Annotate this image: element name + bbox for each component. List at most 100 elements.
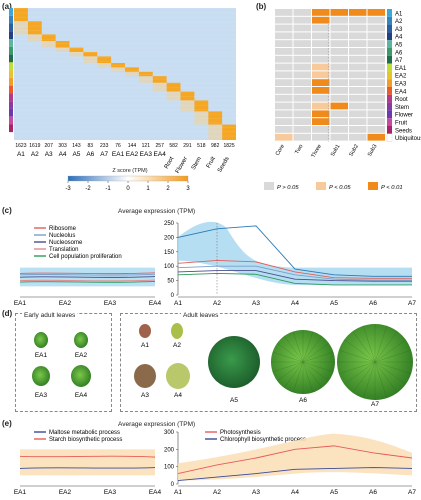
group-label: Fruit bbox=[206, 156, 217, 170]
y-tick: 100 bbox=[164, 264, 175, 270]
early-leaves-title: Early adult leaves bbox=[22, 312, 78, 319]
enrichment-col-label: Sub2 bbox=[348, 144, 360, 158]
enrichment-col-label: Core bbox=[275, 144, 286, 157]
enrichment-legend-label: P < 0.05 bbox=[329, 185, 351, 191]
leaf-label: A6 bbox=[299, 397, 307, 404]
leaf-image bbox=[171, 323, 183, 339]
colorbar: -3 -2 -1 0 1 2 3 bbox=[65, 175, 190, 192]
panel-a-label: (a) bbox=[2, 2, 12, 11]
x-tick: EA2 bbox=[59, 300, 72, 307]
group-label: A7 bbox=[100, 151, 108, 158]
count-label: 121 bbox=[142, 143, 151, 149]
enrichment-row-label: A6 bbox=[395, 50, 403, 56]
leaf-label: EA2 bbox=[75, 352, 88, 359]
group-label: A1 bbox=[17, 151, 25, 158]
enrichment-row-label: A2 bbox=[395, 19, 403, 25]
enrichment-row-label: A5 bbox=[395, 43, 403, 49]
count-label: 1619 bbox=[29, 143, 40, 149]
leaf-label: A3 bbox=[141, 392, 149, 399]
group-label: Root bbox=[164, 156, 176, 170]
x-tick: A4 bbox=[291, 489, 299, 496]
leaf-label: A4 bbox=[174, 392, 182, 399]
adult-leaves-box: Adult leaves bbox=[120, 312, 417, 412]
leaf-label: EA4 bbox=[75, 392, 88, 399]
count-label: 1623 bbox=[15, 143, 26, 149]
leaf-image bbox=[74, 332, 88, 348]
legend-label: Chlorophyll biosynthetic process bbox=[220, 437, 306, 443]
x-tick: A6 bbox=[369, 300, 377, 307]
y-tick: 250 bbox=[164, 221, 175, 227]
leaf-image bbox=[32, 366, 50, 386]
count-label: 303 bbox=[58, 143, 67, 149]
group-label: A3 bbox=[45, 151, 53, 158]
leaf-label: A2 bbox=[173, 342, 181, 349]
leaf-label: A5 bbox=[230, 397, 238, 404]
leaf-image bbox=[166, 363, 190, 389]
x-tick: A1 bbox=[174, 489, 182, 496]
legend-label: Photosynthesis bbox=[220, 430, 261, 436]
count-label: 518 bbox=[197, 143, 206, 149]
group-label: EA1 bbox=[112, 151, 125, 158]
panel-e-title: Average expression (TPM) bbox=[118, 421, 196, 428]
enrichment-row-label: A7 bbox=[395, 58, 403, 64]
group-label: A6 bbox=[86, 151, 94, 158]
enrichment-row-label: A4 bbox=[395, 35, 403, 41]
x-tick: EA1 bbox=[14, 489, 27, 496]
y-tick: 200 bbox=[164, 447, 175, 453]
count-label: 582 bbox=[169, 143, 178, 149]
x-tick: A6 bbox=[369, 489, 377, 496]
x-tick: A2 bbox=[213, 300, 221, 307]
early-leaves-box: Early adult leaves bbox=[15, 312, 112, 412]
x-tick: EA3 bbox=[104, 300, 117, 307]
x-tick: A3 bbox=[252, 300, 260, 307]
y-tick: 100 bbox=[164, 465, 175, 471]
x-tick: EA4 bbox=[149, 300, 162, 307]
count-label: 76 bbox=[115, 143, 121, 149]
panel-a-heatmap: 1623 1619 207 303 143 83 233 76 144 121 257 582 291 5… bbox=[9, 8, 236, 175]
y-tick: 0 bbox=[171, 293, 175, 299]
enrichment-row-label: A3 bbox=[395, 27, 403, 33]
enrichment-row-label: EA3 bbox=[395, 82, 407, 88]
legend-label: Cell population proliferation bbox=[49, 254, 122, 260]
count-label: 982 bbox=[211, 143, 220, 149]
enrichment-legend-label: P > 0.05 bbox=[277, 185, 299, 191]
x-tick: A5 bbox=[330, 489, 338, 496]
enrichment-row-label: Fruit bbox=[395, 121, 407, 127]
enrichment-col-label: Sub1 bbox=[330, 144, 342, 158]
legend-label: Starch biosynthetic process bbox=[49, 437, 122, 443]
leaf-label: A1 bbox=[141, 342, 149, 349]
panel-b-label: (b) bbox=[256, 2, 267, 11]
x-tick: EA3 bbox=[104, 489, 117, 496]
x-tick: A3 bbox=[252, 489, 260, 496]
x-tick: A7 bbox=[408, 300, 416, 307]
enrichment-row-label: Root bbox=[395, 97, 408, 103]
colorbar-title: Z score (TPM) bbox=[112, 168, 148, 174]
count-label: 83 bbox=[88, 143, 94, 149]
count-label: 1825 bbox=[224, 143, 235, 149]
enrichment-col-label: Three bbox=[311, 144, 323, 159]
x-tick: A2 bbox=[213, 489, 221, 496]
y-tick: 300 bbox=[164, 430, 175, 436]
leaf-image bbox=[208, 336, 260, 388]
legend-label: Nucleosome bbox=[49, 240, 83, 246]
group-label: Seeds bbox=[217, 156, 231, 174]
panel-c-chart: RibosomeNucleolusNucleosomeTranslationCe… bbox=[14, 221, 417, 307]
legend-label: Translation bbox=[49, 247, 78, 253]
group-label: EA2 bbox=[126, 151, 139, 158]
y-tick: 0 bbox=[171, 482, 175, 488]
leaf-image bbox=[139, 324, 151, 338]
x-tick: A7 bbox=[408, 489, 416, 496]
group-label: A4 bbox=[59, 151, 67, 158]
enrichment-row-label: Ubiquitous bbox=[395, 136, 421, 142]
group-label: EA3 bbox=[140, 151, 153, 158]
y-tick: 200 bbox=[164, 235, 175, 241]
leaf-label: EA3 bbox=[35, 392, 48, 399]
group-label: EA4 bbox=[154, 151, 167, 158]
leaf-image bbox=[134, 364, 156, 388]
enrichment-col-label: Two bbox=[294, 144, 304, 156]
colorbar-tick: -1 bbox=[105, 186, 111, 192]
leaf-label: EA1 bbox=[35, 352, 48, 359]
enrichment-row-label: EA4 bbox=[395, 89, 407, 95]
